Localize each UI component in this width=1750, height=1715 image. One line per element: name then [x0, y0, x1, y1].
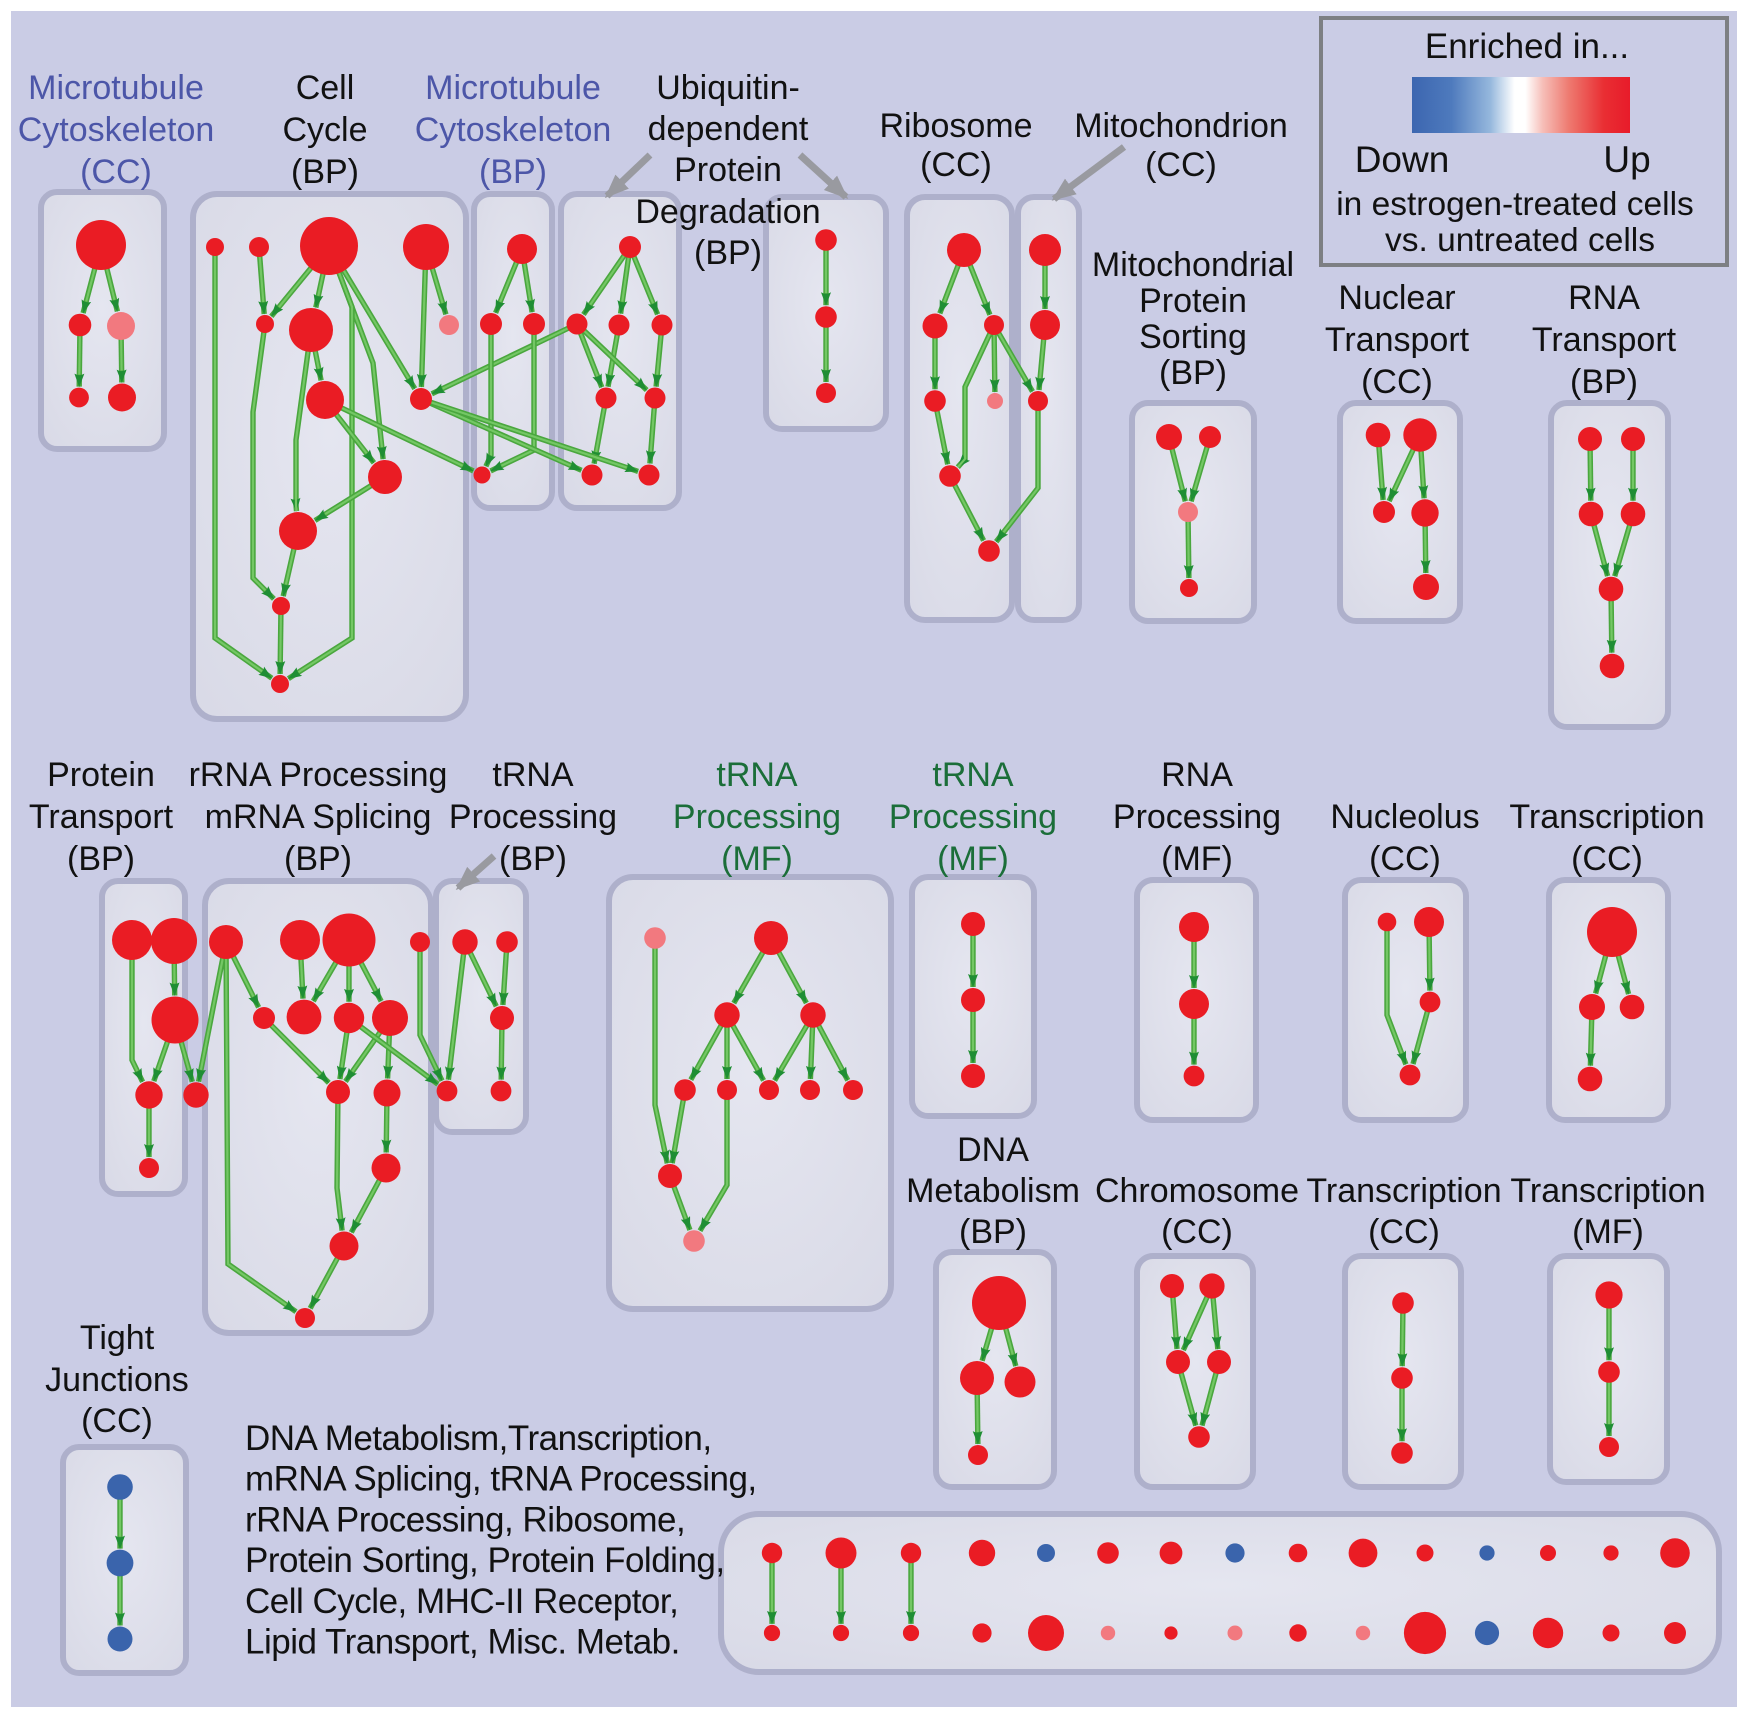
- svg-text:Processing: Processing: [449, 798, 617, 836]
- svg-text:RNA: RNA: [1568, 279, 1640, 317]
- svg-text:(CC): (CC): [81, 1402, 153, 1440]
- svg-text:(BP): (BP): [67, 840, 135, 878]
- svg-text:(BP): (BP): [694, 234, 762, 272]
- svg-text:Microtubule: Microtubule: [425, 69, 601, 107]
- svg-text:Enriched in...: Enriched in...: [1425, 27, 1629, 66]
- svg-text:Cytoskeleton: Cytoskeleton: [18, 111, 215, 149]
- svg-text:Processing: Processing: [1113, 798, 1281, 836]
- svg-text:(CC): (CC): [1368, 1213, 1440, 1251]
- svg-text:Nuclear: Nuclear: [1338, 279, 1455, 317]
- svg-text:Transport: Transport: [1325, 321, 1470, 359]
- svg-text:(CC): (CC): [1161, 1213, 1233, 1251]
- svg-text:Ubiquitin-: Ubiquitin-: [656, 69, 800, 107]
- svg-text:Mitochondrion: Mitochondrion: [1074, 107, 1288, 145]
- svg-text:Transport: Transport: [1532, 321, 1677, 359]
- svg-text:Nucleolus: Nucleolus: [1330, 798, 1479, 836]
- svg-text:(MF): (MF): [1572, 1213, 1644, 1251]
- svg-text:Up: Up: [1603, 139, 1650, 180]
- svg-text:Transcription: Transcription: [1509, 798, 1704, 836]
- svg-text:(MF): (MF): [937, 840, 1009, 878]
- svg-text:DNA Metabolism,Transcription,: DNA Metabolism,Transcription,: [245, 1419, 712, 1458]
- svg-text:(BP): (BP): [291, 153, 359, 191]
- svg-text:(CC): (CC): [80, 153, 152, 191]
- svg-text:Junctions: Junctions: [45, 1361, 189, 1399]
- svg-text:RNA: RNA: [1161, 756, 1233, 794]
- svg-text:tRNA: tRNA: [492, 756, 574, 794]
- svg-text:Degradation: Degradation: [635, 193, 820, 231]
- svg-text:(CC): (CC): [1145, 146, 1217, 184]
- svg-text:(CC): (CC): [1361, 363, 1433, 401]
- svg-text:Ribosome: Ribosome: [879, 107, 1032, 145]
- svg-text:Cell: Cell: [296, 69, 355, 107]
- svg-text:rRNA Processing, Ribosome,: rRNA Processing, Ribosome,: [245, 1500, 685, 1539]
- svg-text:(BP): (BP): [284, 840, 352, 878]
- svg-text:(BP): (BP): [1570, 363, 1638, 401]
- svg-text:Protein: Protein: [674, 151, 782, 189]
- svg-text:Mitochondrial: Mitochondrial: [1092, 246, 1294, 284]
- svg-text:DNA: DNA: [957, 1131, 1029, 1169]
- svg-text:Sorting: Sorting: [1139, 318, 1247, 356]
- svg-text:Transcription: Transcription: [1510, 1172, 1705, 1210]
- svg-text:(CC): (CC): [920, 146, 992, 184]
- svg-text:rRNA Processing: rRNA Processing: [189, 756, 448, 794]
- svg-text:Cell Cycle, MHC-II Receptor,: Cell Cycle, MHC-II Receptor,: [245, 1582, 678, 1621]
- svg-text:(MF): (MF): [721, 840, 793, 878]
- svg-text:Cytoskeleton: Cytoskeleton: [415, 111, 612, 149]
- svg-text:Chromosome: Chromosome: [1095, 1172, 1299, 1210]
- svg-text:Protein: Protein: [1139, 282, 1247, 320]
- svg-text:dependent: dependent: [648, 110, 809, 148]
- svg-text:mRNA Splicing, tRNA Processing: mRNA Splicing, tRNA Processing,: [245, 1460, 757, 1499]
- svg-text:Transport: Transport: [29, 798, 174, 836]
- svg-text:Processing: Processing: [673, 798, 841, 836]
- svg-text:Protein Sorting, Protein Foldi: Protein Sorting, Protein Folding,: [245, 1541, 725, 1580]
- svg-text:(BP): (BP): [479, 153, 547, 191]
- svg-text:Transcription: Transcription: [1306, 1172, 1501, 1210]
- svg-text:mRNA Splicing: mRNA Splicing: [205, 798, 432, 836]
- svg-text:Tight: Tight: [80, 1319, 155, 1357]
- svg-text:Protein: Protein: [47, 756, 155, 794]
- svg-text:(BP): (BP): [959, 1213, 1027, 1251]
- svg-text:tRNA: tRNA: [716, 756, 798, 794]
- svg-text:in estrogen-treated cells: in estrogen-treated cells: [1336, 186, 1694, 223]
- svg-text:(BP): (BP): [499, 840, 567, 878]
- svg-text:Cycle: Cycle: [282, 111, 367, 149]
- svg-text:vs. untreated cells: vs. untreated cells: [1385, 222, 1655, 259]
- svg-text:Metabolism: Metabolism: [906, 1172, 1080, 1210]
- svg-text:Processing: Processing: [889, 798, 1057, 836]
- svg-text:(CC): (CC): [1369, 840, 1441, 878]
- svg-text:(CC): (CC): [1571, 840, 1643, 878]
- svg-text:(MF): (MF): [1161, 840, 1233, 878]
- svg-text:Microtubule: Microtubule: [28, 69, 204, 107]
- svg-text:Lipid Transport, Misc. Metab.: Lipid Transport, Misc. Metab.: [245, 1623, 680, 1662]
- svg-text:(BP): (BP): [1159, 354, 1227, 392]
- svg-text:Down: Down: [1355, 139, 1450, 180]
- svg-text:tRNA: tRNA: [932, 756, 1014, 794]
